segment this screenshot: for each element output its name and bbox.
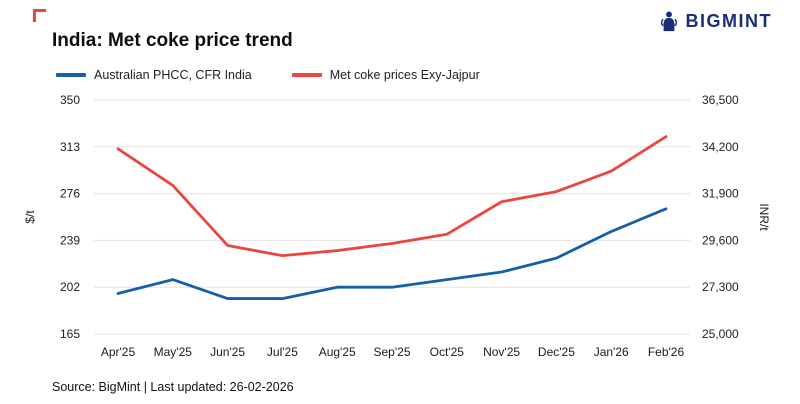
chart-legend: Australian PHCC, CFR India Met coke pric… bbox=[56, 68, 800, 82]
svg-text:Jun'25: Jun'25 bbox=[210, 345, 245, 359]
legend-item-met-coke-exy-jajpur: Met coke prices Exy-Jajpur bbox=[291, 68, 480, 82]
svg-text:165: 165 bbox=[60, 327, 80, 341]
legend-swatch-blue bbox=[56, 73, 86, 77]
bigmint-logo-text: BIGMINT bbox=[685, 10, 772, 31]
svg-text:313: 313 bbox=[60, 140, 80, 154]
svg-text:27,300: 27,300 bbox=[702, 280, 739, 294]
svg-text:Feb'26: Feb'26 bbox=[648, 345, 685, 359]
bigmint-logo: BIGMINT bbox=[658, 10, 773, 32]
source-note: Source: BigMint | Last updated: 26-02-20… bbox=[52, 380, 294, 394]
legend-label-australian-phcc: Australian PHCC, CFR India bbox=[94, 68, 252, 82]
chart-title: India: Met coke price trend bbox=[52, 30, 293, 51]
svg-text:25,000: 25,000 bbox=[702, 327, 739, 341]
svg-text:239: 239 bbox=[60, 233, 80, 247]
corner-accent-icon bbox=[33, 9, 46, 22]
svg-text:36,500: 36,500 bbox=[702, 93, 739, 107]
svg-text:Dec'25: Dec'25 bbox=[538, 345, 575, 359]
svg-text:202: 202 bbox=[60, 280, 80, 294]
svg-text:29,600: 29,600 bbox=[702, 233, 739, 247]
svg-text:34,200: 34,200 bbox=[702, 140, 739, 154]
svg-text:INR/t: INR/t bbox=[757, 203, 771, 231]
bigmint-logo-icon bbox=[660, 11, 677, 32]
svg-text:Aug'25: Aug'25 bbox=[319, 345, 356, 359]
svg-text:$/t: $/t bbox=[23, 210, 37, 224]
legend-label-met-coke-exy-jajpur: Met coke prices Exy-Jajpur bbox=[329, 68, 480, 82]
svg-text:276: 276 bbox=[60, 187, 80, 201]
svg-text:May'25: May'25 bbox=[154, 345, 193, 359]
price-trend-chart: 165 25,000 202 27,300 239 29,600 276 31,900 313 3… bbox=[23, 93, 771, 359]
svg-text:Apr'25: Apr'25 bbox=[101, 345, 136, 359]
legend-swatch-red bbox=[291, 73, 322, 77]
svg-text:Jan'26: Jan'26 bbox=[594, 345, 629, 359]
legend-item-australian-phcc: Australian PHCC, CFR India bbox=[56, 68, 252, 82]
svg-text:Sep'25: Sep'25 bbox=[374, 345, 411, 359]
svg-text:Jul'25: Jul'25 bbox=[267, 345, 298, 359]
svg-text:Nov'25: Nov'25 bbox=[483, 345, 520, 359]
svg-text:31,900: 31,900 bbox=[702, 187, 739, 201]
svg-text:Oct'25: Oct'25 bbox=[430, 345, 465, 359]
svg-text:350: 350 bbox=[60, 93, 80, 107]
